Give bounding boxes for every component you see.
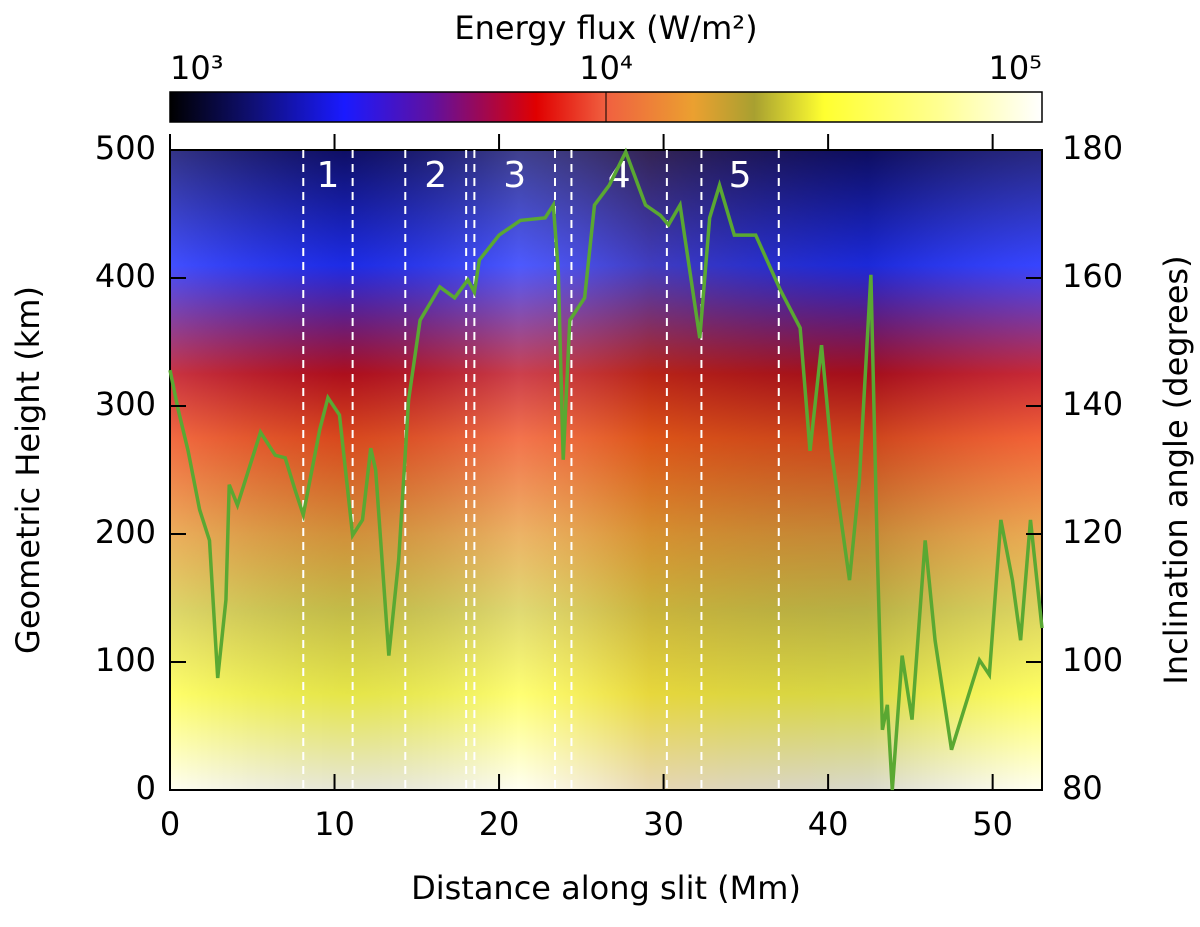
plot-frame xyxy=(169,149,1043,791)
x-tick-label: 20 xyxy=(479,805,520,843)
y2-tick-label: 100 xyxy=(1062,641,1123,679)
heatmap-shade xyxy=(170,150,1042,790)
x-tick-label: 50 xyxy=(972,805,1013,843)
region-label: 5 xyxy=(729,155,752,196)
x-tick-label: 10 xyxy=(314,805,355,843)
colorbar-tick-label: 10³ xyxy=(170,49,224,87)
y-tick-label: 0 xyxy=(136,769,156,807)
inclination-line xyxy=(168,147,1044,791)
x-tick-label: 0 xyxy=(160,805,180,843)
y-tick-label: 300 xyxy=(95,385,156,423)
y2-tick-label: 80 xyxy=(1062,769,1103,807)
y-tick-label: 400 xyxy=(95,257,156,295)
y2-tick-label: 160 xyxy=(1062,257,1123,295)
y-tick-label: 500 xyxy=(95,129,156,167)
x-tick-label: 30 xyxy=(643,805,684,843)
x-tick-label: 40 xyxy=(808,805,849,843)
colorbar-tick-label: 10⁴ xyxy=(579,49,633,87)
colorbar-label: Energy flux (W/m²) xyxy=(454,9,757,47)
y-tick-label: 200 xyxy=(95,513,156,551)
y2-tick-label: 140 xyxy=(1062,385,1123,423)
region-label: 1 xyxy=(316,155,339,196)
region-label: 4 xyxy=(608,155,631,196)
x-axis-label: Distance along slit (Mm) xyxy=(411,869,801,907)
colorbar-tick-label: 10⁵ xyxy=(988,49,1042,87)
y2-axis-label: Inclination angle (degrees) xyxy=(1157,255,1195,684)
y-tick-label: 100 xyxy=(95,641,156,679)
region-label: 3 xyxy=(503,155,526,196)
y2-tick-label: 120 xyxy=(1062,513,1123,551)
y-axis-label: Geometric Height (km) xyxy=(9,286,47,654)
region-label: 2 xyxy=(424,155,447,196)
y2-tick-label: 180 xyxy=(1062,129,1123,167)
